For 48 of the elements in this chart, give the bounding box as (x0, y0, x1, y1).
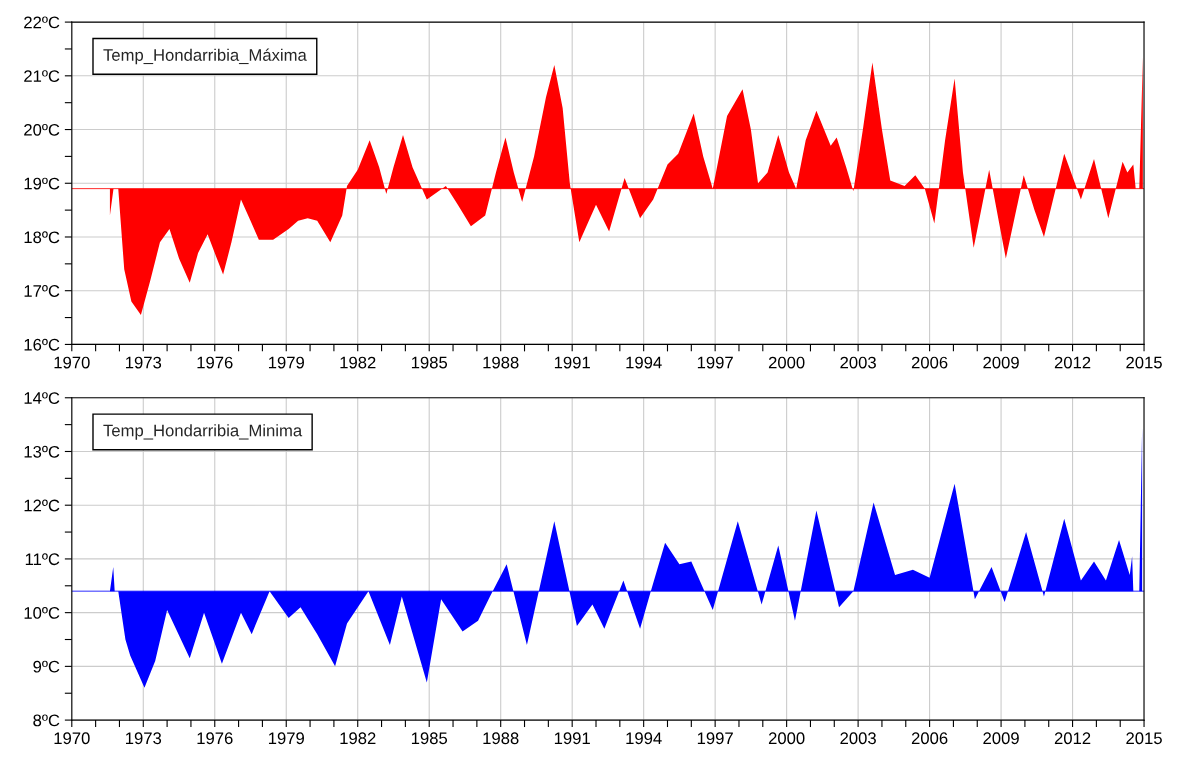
x-tick-label: 1982 (340, 356, 376, 369)
x-tick-label: 2015 (1126, 356, 1162, 369)
x-tick-label: 2009 (983, 732, 1019, 745)
x-tick-label: 1973 (126, 732, 162, 745)
y-tick-label: 18ºC (24, 231, 60, 244)
x-tick-label: 2003 (840, 732, 876, 745)
y-tick-label: 16ºC (24, 338, 60, 351)
x-tick-label: 1979 (268, 356, 304, 369)
x-tick-label: 2000 (768, 356, 805, 369)
x-tick-label: 1991 (554, 732, 590, 745)
x-tick-label: 1970 (54, 356, 90, 369)
x-tick-label: 1976 (197, 356, 233, 369)
x-tick-label: 1994 (626, 356, 662, 369)
y-tick-label: 17ºC (24, 285, 60, 297)
x-tick-label: 1970 (54, 732, 90, 745)
y-tick-label: 19ºC (24, 177, 60, 190)
text: Temp_Hondarribia_Máxima (103, 48, 307, 65)
y-tick-label: 22ºC (24, 16, 60, 29)
x-tick-label: 1973 (126, 356, 162, 369)
x-tick-label: 2000 (768, 732, 805, 745)
x-tick-label: 1988 (483, 732, 519, 745)
x-tick-label: 2006 (911, 732, 948, 745)
x-tick-label: 1982 (340, 732, 376, 745)
y-tick-label: 12ºC (24, 499, 60, 512)
y-tick-label: 8ºC (33, 714, 60, 727)
x-tick-label: 2012 (1054, 732, 1091, 745)
x-tick-label: 2012 (1054, 356, 1091, 369)
x-tick-label: 1991 (554, 356, 590, 369)
x-tick-label: 1994 (626, 732, 662, 745)
x-tick-label: 1985 (411, 732, 448, 745)
y-tick-label: 14ºC (24, 392, 60, 404)
x-tick-label: 1976 (197, 732, 233, 745)
x-tick-label: 1979 (268, 732, 304, 745)
y-tick-label: 21ºC (24, 70, 60, 83)
x-tick-label: 1985 (411, 356, 448, 369)
x-tick-label: 1997 (697, 356, 733, 369)
y-tick-label: 9ºC (33, 660, 60, 673)
x-tick-label: 2003 (840, 356, 876, 369)
y-tick-label: 20ºC (24, 123, 60, 136)
x-tick-label: 1988 (483, 356, 519, 369)
x-tick-label: 2009 (983, 356, 1019, 369)
x-tick-label: 1997 (697, 732, 733, 745)
y-tick-label: 10ºC (24, 607, 60, 619)
y-tick-label: 11ºC (25, 553, 60, 566)
x-tick-label: 2015 (1126, 732, 1162, 745)
x-tick-label: 2006 (911, 356, 948, 369)
text: Temp_Hondarribia_Minima (103, 424, 303, 440)
y-tick-label: 13ºC (24, 445, 60, 458)
